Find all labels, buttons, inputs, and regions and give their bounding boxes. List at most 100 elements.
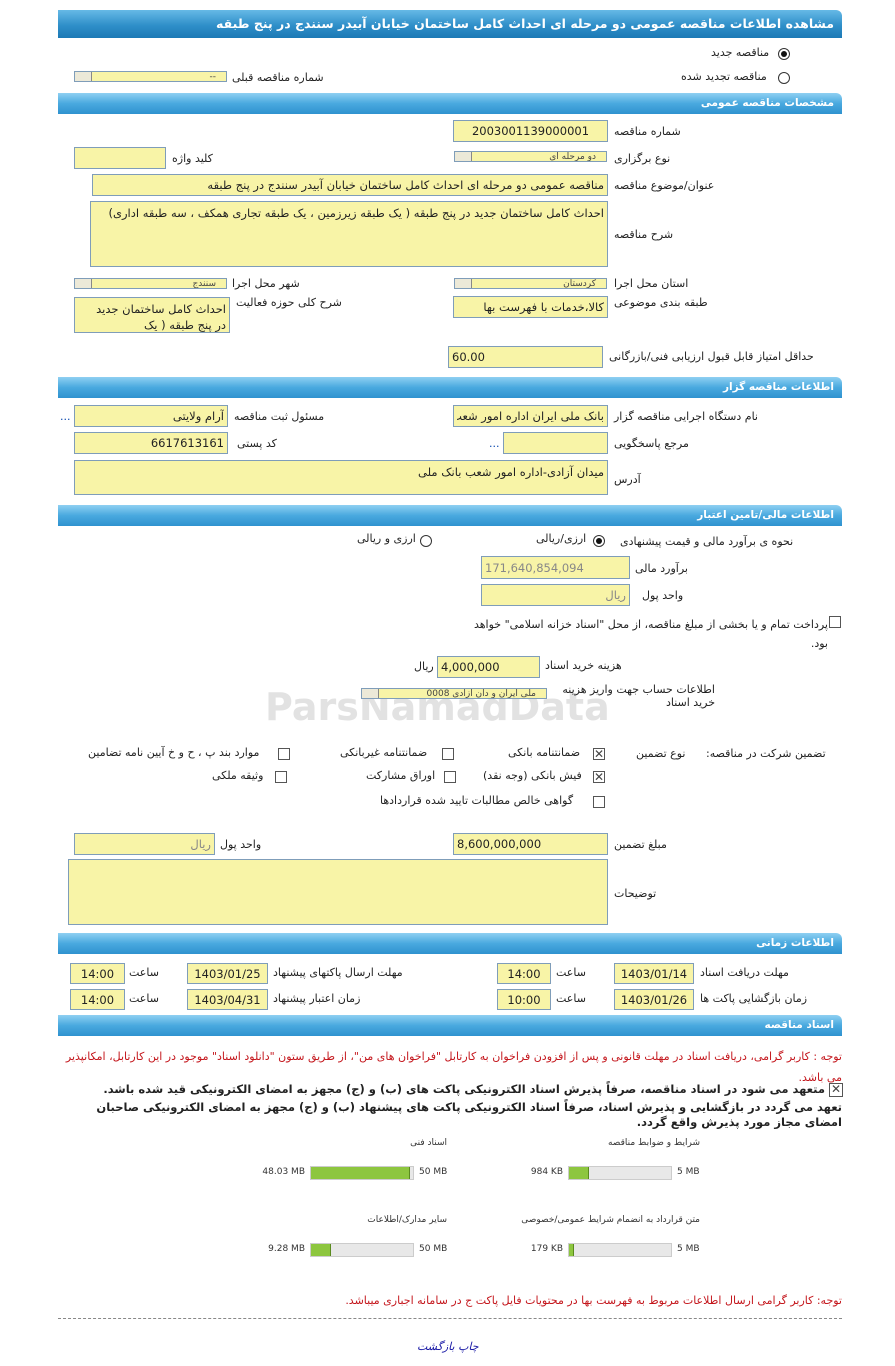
currency-rial-label: ارزی و ریالی [357,532,416,545]
city-label: شهر محل اجرا [232,277,300,290]
commit-text-1: متعهد می شود در اسناد مناقصه، صرفاً پذیر… [103,1082,825,1096]
renewed-tender-label: مناقصه تجدید شده [681,70,767,83]
guarantee-unit-label: واحد پول [220,838,262,851]
currency-field[interactable] [481,584,630,606]
file-used-size: 9.28 MB [268,1244,305,1254]
province-label: استان محل اجرا [614,277,689,290]
file-progress-bar [310,1166,414,1180]
dropdown-button[interactable] [455,279,472,288]
address-field[interactable]: میدان آزادی-اداره امور شعب بانک ملی [74,460,608,495]
doc-fee-label: هزینه خرید اسناد [545,659,622,672]
description-field[interactable]: احداث کامل ساختمان جدید در پنج طبقه ( یک… [90,201,608,267]
checkbox-bank-guarantee[interactable]: ✕ [593,747,605,761]
section-documents: اسناد مناقصه [58,1015,842,1036]
type-label: نوع برگزاری [614,152,671,165]
file-max-size: 50 MB [419,1167,448,1177]
page-title: مشاهده اطلاعات مناقصه عمومی دو مرحله ای … [58,10,842,38]
time-label: ساعت [129,992,159,1005]
estimate-field[interactable] [481,556,630,579]
guarantee-amount-field[interactable] [453,833,608,855]
account-select[interactable]: ملی ایران و دان ازادی 0008 [361,688,547,699]
time-label: ساعت [129,966,159,979]
min-score-field[interactable] [448,346,603,368]
submit-label: مهلت ارسال پاکتهای پیشنهاد [273,966,403,979]
progress-fill [569,1167,590,1179]
claims-certificate-label: گواهی خالص مطالبات تایید شده قراردادها [380,794,574,807]
postal-code-label: کد پستی [237,437,277,450]
submit-date[interactable] [187,963,268,984]
doc-receive-time[interactable] [497,963,551,984]
opening-date[interactable] [614,989,694,1010]
radio-currency-rial[interactable] [420,535,432,547]
type-value: دو مرحله ای [549,152,596,162]
bonds-label: اوراق مشارکت [366,769,436,782]
documents-note: توجه : کاربر گرامی، دریافت اسناد در مهلت… [65,1050,842,1084]
type-select[interactable]: دو مرحله ای [454,151,607,162]
file-title: شرایط و ضوابط مناقصه [607,1138,700,1148]
dropdown-button[interactable] [75,72,92,81]
keyword-field[interactable] [74,147,166,169]
notes-field[interactable] [68,859,608,925]
address-label: آدرس [614,473,641,486]
guarantee-title: تضمین شرکت در مناقصه: [706,747,826,760]
section-timing: اطلاعات زمانی [58,933,842,954]
checkbox-property-collateral[interactable] [275,771,287,783]
checkbox-cash-receipt[interactable]: ✕ [593,770,605,784]
dropdown-button[interactable] [455,152,472,161]
responsible-more-link[interactable]: ... [60,410,71,423]
validity-time[interactable] [70,989,125,1010]
checkbox-claims-certificate[interactable] [593,796,605,808]
progress-fill [311,1167,410,1179]
subject-field[interactable] [92,174,608,196]
checkbox-bonds[interactable] [444,771,456,783]
min-score-label: حداقل امتیاز قابل قبول ارزیابی فنی/بازرگ… [609,350,814,363]
dropdown-button[interactable] [75,279,92,288]
city-select[interactable]: سنندج [74,278,227,289]
doc-receive-label: مهلت دریافت اسناد [700,966,789,979]
radio-new-tender[interactable] [778,48,790,60]
checkbox-regulation-items[interactable] [278,748,290,760]
print-link[interactable]: چاپ [458,1340,479,1353]
keyword-label: کلید واژه [172,152,213,165]
nonbank-guarantee-label: ضمانتنامه غیربانکی [340,746,428,759]
prev-number-value: -- [209,72,217,82]
back-link[interactable]: بازگشت [417,1340,455,1353]
new-tender-label: مناقصه جدید [711,46,770,59]
guarantee-unit-field[interactable] [74,833,215,855]
commit-checkbox[interactable]: ✕ [829,1082,843,1097]
section-general: مشخصات مناقصه عمومی [58,93,842,114]
file-title: سایر مدارک/اطلاعات [367,1215,447,1225]
prev-number-select[interactable]: -- [74,71,227,82]
postal-code-field[interactable] [74,432,228,454]
file-title: متن قرارداد به انضمام شرایط عمومی/خصوصی [521,1215,700,1225]
reference-more-link[interactable]: ... [489,437,500,450]
reference-field[interactable] [503,432,608,454]
opening-time[interactable] [497,989,551,1010]
subject-label: عنوان/موضوع مناقصه [614,179,715,192]
checkbox-nonbank-guarantee[interactable] [442,748,454,760]
scope-field[interactable]: احداث کامل ساختمان جدید در پنج طبقه ( یک [74,297,230,333]
radio-renewed-tender[interactable] [778,72,790,84]
submit-time[interactable] [70,963,125,984]
file-progress-bar [568,1243,672,1257]
file-max-size: 5 MB [677,1244,700,1254]
treasury-checkbox[interactable] [829,616,841,628]
validity-date[interactable] [187,989,268,1010]
notes-label: توضیحات [614,887,657,900]
tender-number-field[interactable] [453,120,608,142]
category-field[interactable] [453,296,608,318]
org-label: نام دستگاه اجرایی مناقصه گزار [614,410,758,423]
doc-receive-date[interactable] [614,963,694,984]
dropdown-button[interactable] [362,689,379,698]
org-field[interactable] [453,405,608,427]
estimate-label: برآورد مالی [635,562,688,575]
tender-number-label: شماره مناقصه [614,125,681,138]
file-max-size: 50 MB [419,1244,448,1254]
province-select[interactable]: کردستان [454,278,607,289]
description-label: شرح مناقصه [614,228,674,241]
category-label: طبقه بندی موضوعی [614,296,708,309]
responsible-field[interactable] [74,405,228,427]
time-label: ساعت [556,966,586,979]
doc-fee-field[interactable] [437,656,540,678]
radio-rial[interactable] [593,535,605,547]
